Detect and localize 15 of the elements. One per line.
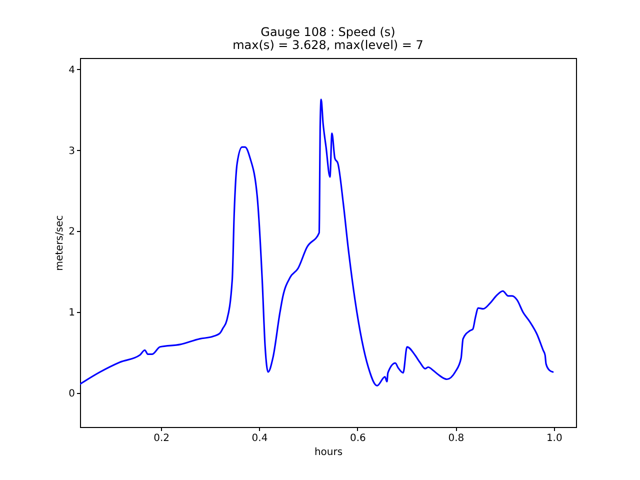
line-series xyxy=(80,98,554,387)
chart-subtitle: max(s) = 3.628, max(level) = 7 xyxy=(232,38,424,52)
y-tick-label: 1 xyxy=(68,308,75,319)
x-tick-label: 1.0 xyxy=(546,433,562,444)
y-tick-label: 4 xyxy=(68,64,75,76)
y-tick-label: 3 xyxy=(68,146,75,157)
x-tick-label: 0.8 xyxy=(448,433,464,444)
y-tick-label: 2 xyxy=(68,226,75,238)
y-tick-label: 0 xyxy=(68,388,75,400)
x-axis-title: hours xyxy=(314,447,343,458)
x-tick-label: 0.4 xyxy=(252,433,268,444)
x-tick-label: 0.6 xyxy=(350,433,366,444)
x-tick-label: 0.2 xyxy=(154,433,170,444)
y-axis-title: meters/sec xyxy=(54,215,66,271)
chart-title: Gauge 108 : Speed (s) xyxy=(260,25,396,39)
